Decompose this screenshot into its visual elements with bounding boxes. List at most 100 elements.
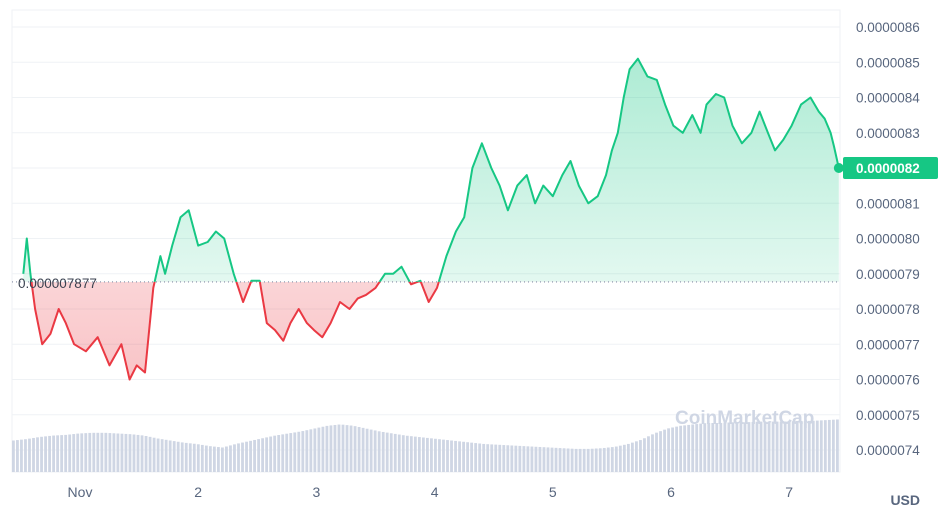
volume-bar bbox=[462, 441, 465, 472]
volume-bar bbox=[309, 429, 313, 472]
volume-bar bbox=[409, 436, 413, 472]
volume-bar bbox=[265, 437, 269, 472]
y-tick-label: 0.0000077 bbox=[856, 337, 920, 352]
volume-bar bbox=[56, 435, 60, 472]
volume-bar bbox=[373, 430, 377, 472]
volume-bar bbox=[434, 438, 437, 472]
volume-bar bbox=[381, 431, 385, 472]
volume-bar bbox=[104, 432, 108, 472]
volume-bar bbox=[128, 434, 132, 472]
volume-bar bbox=[807, 420, 811, 472]
volume-bar bbox=[626, 443, 630, 472]
volume-bar bbox=[747, 422, 751, 472]
volume-bar bbox=[506, 445, 510, 472]
volume-bar bbox=[233, 444, 236, 472]
y-axis: 0.0000086 0.0000085 0.0000084 0.0000083 0.00… bbox=[856, 20, 920, 458]
watermark-text: CoinMarketCap bbox=[675, 408, 814, 429]
volume-bar bbox=[707, 423, 711, 472]
volume-bar bbox=[237, 443, 240, 472]
volume-bar bbox=[554, 447, 558, 472]
volume-bar bbox=[751, 421, 755, 472]
volume-bar bbox=[743, 422, 747, 472]
volume-bar bbox=[253, 439, 256, 472]
volume-bar bbox=[430, 438, 433, 472]
volume-bar bbox=[727, 422, 731, 472]
y-tick-label: 0.0000076 bbox=[856, 373, 920, 388]
volume-bar bbox=[799, 420, 803, 472]
volume-bar bbox=[52, 435, 56, 472]
volume-bar bbox=[24, 439, 27, 472]
volume-bar bbox=[108, 433, 112, 472]
volume-bar bbox=[184, 442, 188, 472]
volume-bar bbox=[723, 422, 727, 472]
volume-bar bbox=[421, 437, 425, 472]
price-line-up bbox=[22, 57, 840, 282]
volume-bar bbox=[538, 446, 542, 472]
volume-bar bbox=[803, 420, 807, 472]
volume-bar bbox=[675, 426, 679, 472]
volume-bar bbox=[582, 448, 586, 472]
y-tick-label: 0.0000081 bbox=[856, 196, 920, 211]
volume-bar bbox=[514, 445, 518, 472]
volume-bar bbox=[353, 426, 357, 472]
y-tick-label: 0.0000084 bbox=[856, 91, 920, 106]
volume-bar bbox=[124, 433, 128, 472]
volume-bar bbox=[196, 444, 200, 472]
volume-bar bbox=[188, 443, 192, 472]
volume-bar bbox=[687, 424, 691, 472]
volume-bar bbox=[369, 429, 373, 472]
volume-bar bbox=[385, 432, 389, 472]
current-price-dot[interactable] bbox=[833, 163, 844, 173]
volume-bar bbox=[614, 446, 618, 472]
volume-bar bbox=[365, 428, 369, 472]
volume-bar bbox=[618, 445, 622, 472]
volume-bar bbox=[610, 447, 614, 472]
volume-bar bbox=[510, 445, 514, 472]
current-price-badge bbox=[843, 157, 938, 179]
volume-bar bbox=[32, 437, 35, 472]
volume-bar bbox=[663, 429, 666, 472]
volume-bar bbox=[192, 443, 196, 472]
volume-bar bbox=[815, 420, 819, 472]
volume-bar bbox=[204, 445, 208, 472]
volume-bar bbox=[341, 424, 345, 472]
volume-bar bbox=[831, 419, 835, 472]
volume-bar bbox=[498, 444, 502, 472]
volume-bar bbox=[317, 427, 321, 472]
volume-bar bbox=[659, 431, 662, 472]
volume-bar bbox=[819, 420, 823, 472]
volume-bar bbox=[36, 437, 39, 472]
volume-bar bbox=[494, 444, 498, 472]
volume-bar bbox=[241, 442, 244, 472]
volume-bar bbox=[172, 441, 176, 472]
volume-bar bbox=[28, 438, 31, 472]
volume-bar bbox=[695, 424, 699, 472]
y-tick-label: 0.0000083 bbox=[856, 126, 920, 141]
volume-bar bbox=[96, 432, 100, 472]
volume-bar bbox=[64, 434, 68, 472]
y-tick-label: 0.0000074 bbox=[856, 443, 920, 458]
volume-bar bbox=[208, 446, 212, 472]
volume-bar bbox=[711, 423, 715, 472]
volume-bar bbox=[68, 434, 72, 472]
volume-bar bbox=[562, 448, 566, 472]
volume-bar bbox=[450, 440, 453, 472]
volume-bar bbox=[783, 421, 787, 472]
volume-bar bbox=[313, 428, 317, 472]
volume-bar bbox=[703, 423, 707, 472]
area-below-reference bbox=[23, 281, 839, 380]
volume-bar bbox=[763, 421, 767, 472]
volume-bar bbox=[490, 444, 494, 472]
volume-bar bbox=[771, 421, 775, 472]
volume-bar bbox=[397, 434, 401, 472]
volume-bar bbox=[281, 434, 285, 472]
volume-bar bbox=[297, 431, 301, 472]
volume-bar bbox=[329, 425, 333, 472]
volume-bar bbox=[655, 432, 658, 472]
volume-bar bbox=[405, 435, 409, 472]
volume-bar bbox=[40, 436, 43, 472]
volume-bar bbox=[530, 446, 534, 472]
volume-bar bbox=[546, 447, 550, 472]
volume-bar bbox=[446, 440, 449, 472]
